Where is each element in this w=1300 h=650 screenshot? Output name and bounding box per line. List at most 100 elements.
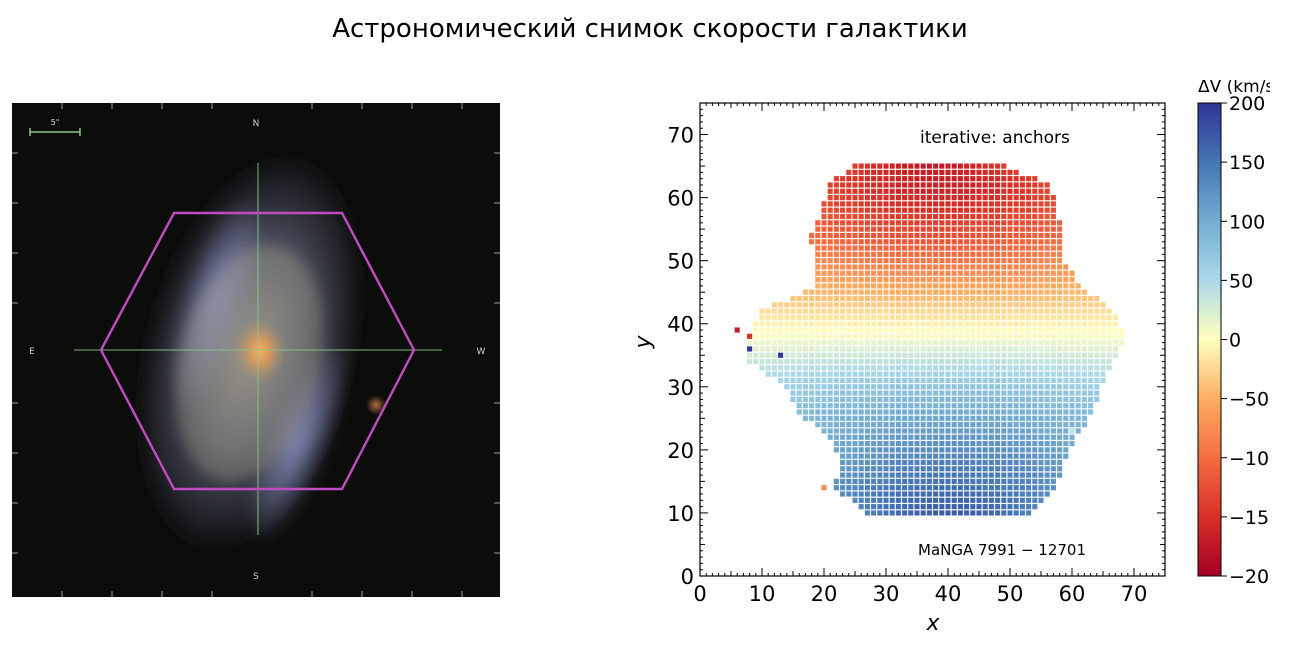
velocity-cell bbox=[1013, 365, 1019, 371]
velocity-cell bbox=[1088, 403, 1094, 409]
velocity-cell bbox=[1044, 491, 1050, 497]
velocity-cell bbox=[926, 289, 932, 295]
velocity-cell bbox=[982, 207, 988, 213]
velocity-cell bbox=[840, 270, 846, 276]
velocity-cell bbox=[933, 232, 939, 239]
velocity-cell bbox=[933, 358, 939, 365]
velocity-cell bbox=[951, 232, 957, 239]
velocity-cell bbox=[1026, 409, 1032, 415]
velocity-cell bbox=[933, 277, 939, 283]
velocity-cell bbox=[939, 415, 945, 421]
velocity-cell bbox=[895, 390, 901, 396]
velocity-cell bbox=[988, 188, 994, 194]
velocity-cell bbox=[1044, 321, 1050, 327]
velocity-cell bbox=[802, 358, 808, 365]
velocity-cell bbox=[784, 377, 790, 384]
velocity-cell bbox=[908, 504, 914, 510]
velocity-cell bbox=[995, 453, 1001, 459]
velocity-cell bbox=[858, 270, 864, 276]
velocity-cell bbox=[1026, 447, 1032, 453]
velocity-cell bbox=[1088, 352, 1094, 358]
velocity-cell bbox=[784, 352, 790, 358]
velocity-cell bbox=[951, 340, 957, 346]
velocity-cell bbox=[1026, 390, 1032, 396]
velocity-cell bbox=[988, 384, 994, 390]
velocity-cell bbox=[988, 396, 994, 402]
velocity-cell bbox=[976, 491, 982, 497]
velocity-cell bbox=[902, 270, 908, 276]
velocity-cell bbox=[833, 390, 839, 396]
velocity-cell bbox=[1032, 270, 1038, 276]
velocity-cell bbox=[1063, 358, 1069, 365]
velocity-cell bbox=[902, 340, 908, 346]
velocity-cell bbox=[957, 295, 963, 302]
velocity-cell bbox=[1007, 415, 1013, 421]
velocity-cell bbox=[1007, 352, 1013, 358]
velocity-cell bbox=[827, 428, 833, 434]
velocity-cell bbox=[976, 346, 982, 352]
velocity-cell bbox=[926, 321, 932, 327]
velocity-cell bbox=[951, 163, 957, 169]
velocity-cell bbox=[914, 403, 920, 409]
velocity-cell bbox=[1038, 295, 1044, 302]
velocity-cell bbox=[1026, 277, 1032, 283]
velocity-cell bbox=[852, 188, 858, 194]
velocity-cell bbox=[970, 327, 976, 333]
velocity-cell bbox=[871, 314, 877, 321]
velocity-cell bbox=[1013, 485, 1019, 491]
velocity-cell bbox=[1013, 415, 1019, 421]
velocity-cell bbox=[802, 390, 808, 396]
velocity-cell bbox=[1001, 390, 1007, 396]
velocity-cell bbox=[1069, 346, 1075, 352]
velocity-cell bbox=[864, 270, 870, 276]
velocity-cells bbox=[734, 163, 1125, 516]
velocity-cell bbox=[858, 453, 864, 459]
velocity-cell bbox=[1001, 440, 1007, 447]
velocity-cell bbox=[858, 396, 864, 402]
velocity-cell bbox=[945, 340, 951, 346]
velocity-cell bbox=[864, 195, 870, 201]
velocity-cell bbox=[827, 195, 833, 201]
velocity-cell bbox=[871, 302, 877, 308]
velocity-cell bbox=[846, 346, 852, 352]
velocity-cell bbox=[821, 220, 827, 226]
velocity-cell bbox=[951, 270, 957, 276]
velocity-cell bbox=[1057, 466, 1063, 472]
velocity-cell bbox=[976, 283, 982, 289]
velocity-cell bbox=[964, 346, 970, 352]
velocity-cell bbox=[988, 409, 994, 415]
velocity-cell bbox=[858, 277, 864, 283]
velocity-cell bbox=[821, 314, 827, 321]
velocity-cell bbox=[1026, 504, 1032, 510]
velocity-cell bbox=[1044, 182, 1050, 188]
velocity-cell bbox=[908, 415, 914, 421]
velocity-cell bbox=[858, 434, 864, 440]
velocity-cell bbox=[1044, 466, 1050, 472]
velocity-cell bbox=[1100, 327, 1106, 333]
velocity-cell bbox=[926, 258, 932, 264]
velocity-cell bbox=[939, 201, 945, 207]
velocity-cell bbox=[846, 239, 852, 245]
velocity-cell bbox=[889, 459, 895, 466]
velocity-cell bbox=[840, 226, 846, 232]
velocity-cell bbox=[796, 377, 802, 384]
velocity-cell bbox=[1088, 295, 1094, 302]
velocity-cell bbox=[970, 422, 976, 428]
velocity-cell bbox=[852, 289, 858, 295]
velocity-cell bbox=[933, 434, 939, 440]
velocity-cell bbox=[951, 314, 957, 321]
velocity-cell bbox=[933, 314, 939, 321]
velocity-cell bbox=[889, 163, 895, 169]
velocity-cell bbox=[1100, 321, 1106, 327]
velocity-cell bbox=[976, 176, 982, 182]
velocity-cell bbox=[939, 220, 945, 226]
velocity-cell bbox=[1094, 390, 1100, 396]
velocity-cell bbox=[815, 377, 821, 384]
velocity-cell bbox=[988, 239, 994, 245]
velocity-cell bbox=[976, 302, 982, 308]
velocity-cell bbox=[895, 283, 901, 289]
velocity-cell bbox=[871, 188, 877, 194]
velocity-cell bbox=[1100, 308, 1106, 314]
velocity-cell bbox=[895, 201, 901, 207]
